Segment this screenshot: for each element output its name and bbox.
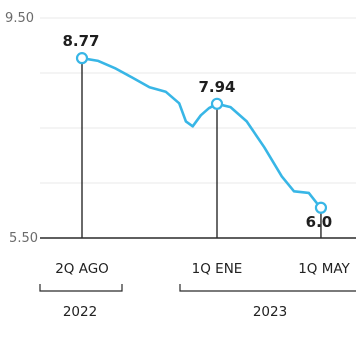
category-label-1q-may: 1Q MAY (298, 261, 350, 277)
year-label-2022: 2022 (63, 304, 97, 320)
y-tick-label-max: 9.50 (5, 11, 34, 26)
drop-lines (81, 63, 322, 238)
data-markers (75, 52, 328, 214)
series-line (80, 56, 323, 210)
data-label-mid: 7.94 (198, 78, 235, 96)
data-marker-2 (314, 201, 328, 214)
gridlines (40, 17, 356, 184)
category-label-1q-ene: 1Q ENE (192, 261, 243, 277)
y-axis-ticks: 9.50 5.50 (5, 11, 38, 246)
data-marker-0 (75, 52, 89, 65)
data-marker-1 (210, 97, 224, 110)
y-tick-label-min: 5.50 (9, 231, 38, 246)
data-labels: 8.77 7.94 6.0 (62, 32, 332, 231)
year-labels: 2022 2023 (63, 304, 287, 320)
bracket-2022 (39, 284, 123, 292)
category-label-2q-ago: 2Q AGO (55, 261, 109, 277)
data-label-peak: 8.77 (62, 32, 99, 50)
bracket-2023 (179, 284, 356, 292)
data-label-last: 6.0 (306, 213, 333, 231)
year-brackets (39, 284, 356, 292)
year-label-2023: 2023 (253, 304, 287, 320)
x-categories: 2Q AGO 1Q ENE 1Q MAY (55, 261, 350, 277)
